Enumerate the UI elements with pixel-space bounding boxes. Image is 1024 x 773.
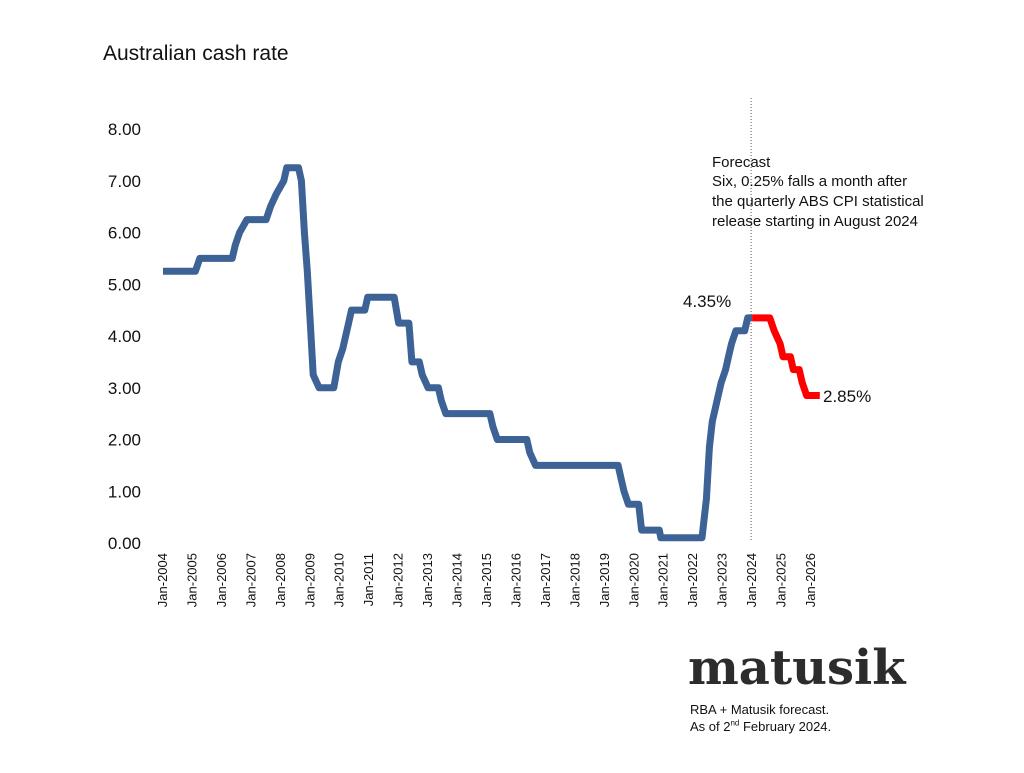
y-tick-label: 2.00 <box>108 431 141 450</box>
x-tick-label: Jan-2025 <box>774 553 789 607</box>
x-tick-label: Jan-2023 <box>715 553 730 607</box>
x-tick-label: Jan-2009 <box>302 553 317 607</box>
y-axis: 0.00 1.00 2.00 3.00 4.00 5.00 6.00 7.00 8.00 <box>108 120 141 553</box>
x-tick-label: Jan-2007 <box>243 553 258 607</box>
source-date-rest: February 2024. <box>739 719 832 734</box>
x-tick-label: Jan-2024 <box>744 553 759 607</box>
source-line-2: As of 2nd February 2024. <box>690 718 831 735</box>
x-tick-label: Jan-2014 <box>450 553 465 607</box>
forecast-end-rate-label: 2.85% <box>823 387 871 406</box>
y-tick-label: 7.00 <box>108 172 141 191</box>
x-tick-label: Jan-2008 <box>273 553 288 607</box>
series-line-forecast <box>752 314 820 399</box>
series-line-actual <box>163 164 753 542</box>
source-line-1: RBA + Matusik forecast. <box>690 702 830 717</box>
x-tick-label: Jan-2013 <box>420 553 435 607</box>
matusik-logo: matusik <box>688 640 906 696</box>
y-tick-label: 3.00 <box>108 379 141 398</box>
x-tick-label: Jan-2022 <box>685 553 700 607</box>
x-tick-label: Jan-2005 <box>184 553 199 607</box>
y-tick-label: 1.00 <box>108 482 141 501</box>
x-tick-label: Jan-2019 <box>597 553 612 607</box>
x-tick-label: Jan-2016 <box>508 553 523 607</box>
source-date-suffix-sup: nd <box>730 718 740 728</box>
chart-title: Australian cash rate <box>103 42 289 65</box>
forecast-note-line-1: Six, 0.25% falls a month after <box>712 173 907 190</box>
x-tick-label: Jan-2021 <box>656 553 671 607</box>
y-tick-label: 8.00 <box>108 120 141 139</box>
x-tick-label: Jan-2006 <box>214 553 229 607</box>
x-tick-label: Jan-2012 <box>391 553 406 607</box>
forecast-note-line-3: release starting in August 2024 <box>712 213 918 230</box>
source-note: RBA + Matusik forecast. As of 2nd Februa… <box>690 701 831 735</box>
current-rate-label: 4.35% <box>683 292 731 311</box>
x-tick-label: Jan-2020 <box>626 553 641 607</box>
source-date-prefix: As of 2 <box>690 719 731 734</box>
x-axis: Jan-2004 Jan-2005 Jan-2006 Jan-2007 Jan-2008… <box>155 553 818 607</box>
x-tick-label: Jan-2015 <box>479 553 494 607</box>
y-tick-label: 0.00 <box>108 534 141 553</box>
x-tick-label: Jan-2010 <box>332 553 347 607</box>
y-tick-label: 5.00 <box>108 275 141 294</box>
forecast-heading: Forecast <box>712 154 771 171</box>
x-tick-label: Jan-2018 <box>567 553 582 607</box>
y-tick-label: 4.00 <box>108 327 141 346</box>
y-tick-label: 6.00 <box>108 224 141 243</box>
x-tick-label: Jan-2026 <box>803 553 818 607</box>
x-tick-label: Jan-2017 <box>538 553 553 607</box>
x-tick-label: Jan-2004 <box>155 553 170 607</box>
forecast-annotation: Forecast Six, 0.25% falls a month after … <box>712 154 924 230</box>
series-layer <box>163 164 820 542</box>
forecast-note-line-2: the quarterly ABS CPI statistical <box>712 193 924 210</box>
x-tick-label: Jan-2011 <box>361 553 376 606</box>
